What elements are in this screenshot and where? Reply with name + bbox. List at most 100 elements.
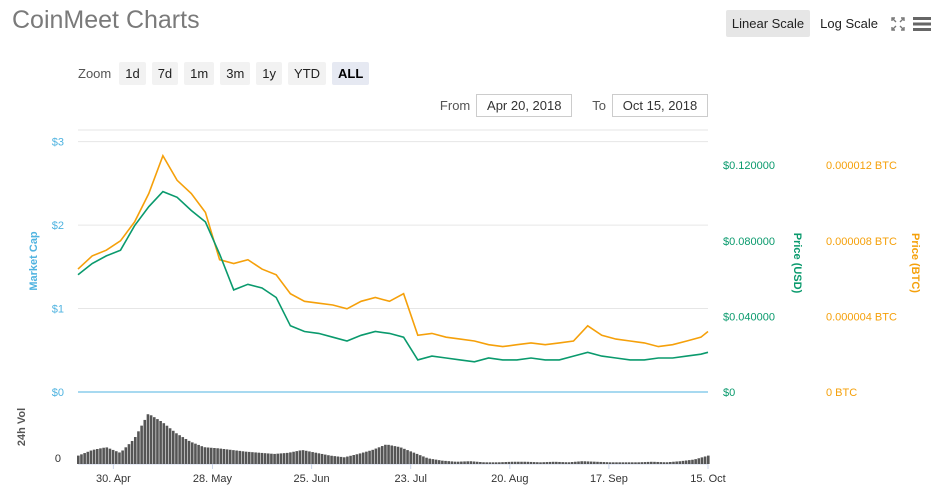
volume-bar <box>323 454 327 464</box>
grid-lines <box>78 129 708 465</box>
volume-bar <box>444 460 447 464</box>
volume-bar <box>86 451 90 464</box>
volume-bar <box>684 460 688 464</box>
volume-bar <box>339 456 343 464</box>
volume-bar <box>118 452 121 464</box>
volume-bar <box>450 461 454 464</box>
zoom-bar: Zoom 1d 7d 1m 3m 1y YTD ALL <box>78 62 370 85</box>
market-cap-tick-label: $3 <box>52 137 64 149</box>
volume-bar <box>634 462 637 464</box>
x-tick-label: 23. Jul <box>394 473 426 485</box>
volume-bar <box>162 423 166 464</box>
x-tick-label: 17. Sep <box>590 473 628 485</box>
from-date-input[interactable]: Apr 20, 2018 <box>476 94 573 117</box>
volume-bar <box>317 453 321 464</box>
volume-bar <box>669 461 672 464</box>
volume-bar <box>602 462 606 464</box>
volume-bar <box>472 461 476 464</box>
volume-bar <box>263 453 267 464</box>
volume-bar <box>320 453 324 464</box>
price-btc-tick-label: 0 BTC <box>826 387 857 399</box>
price-usd-tick-label: $0.080000 <box>723 236 775 248</box>
volume-bar <box>643 462 647 464</box>
volume-bar <box>507 461 511 464</box>
volume-bar <box>697 458 701 464</box>
volume-bar <box>295 451 299 464</box>
volume-bar <box>536 462 539 464</box>
to-date-input[interactable]: Oct 15, 2018 <box>612 94 708 117</box>
volume-bar <box>289 452 292 464</box>
volume-bar <box>149 415 153 464</box>
volume-bar <box>390 445 394 464</box>
from-label: From <box>439 98 471 113</box>
volume-axis-title: 24h Vol <box>16 408 28 446</box>
volume-bar <box>260 452 264 464</box>
zoom-7d-button[interactable]: 7d <box>151 62 179 85</box>
volume-bar <box>203 447 207 464</box>
chart-toolbar: Linear Scale Log Scale <box>725 10 932 37</box>
volume-bar <box>539 462 542 464</box>
volume-bar <box>627 462 631 464</box>
volume-bar <box>586 461 590 464</box>
zoom-3m-button[interactable]: 3m <box>220 62 251 85</box>
x-tick-label: 15. Oct <box>690 473 725 485</box>
volume-bar <box>105 447 109 464</box>
volume-bar <box>434 459 438 464</box>
zoom-ytd-button[interactable]: YTD <box>288 62 327 85</box>
zoom-1m-button[interactable]: 1m <box>184 62 215 85</box>
volume-bar <box>308 451 311 464</box>
volume-bar <box>691 459 694 464</box>
linear-scale-button[interactable]: Linear Scale <box>725 10 811 37</box>
volume-bar <box>77 455 80 464</box>
volume-bar <box>298 450 302 464</box>
volume-bar <box>415 453 419 464</box>
volume-bar <box>418 455 422 464</box>
volume-bar <box>428 458 432 464</box>
volume-bar <box>678 461 682 464</box>
volume-bar <box>276 453 280 464</box>
volume-bar <box>257 452 261 464</box>
volume-bar <box>95 449 99 464</box>
volume-bar <box>175 433 178 464</box>
volume-bar <box>513 461 517 464</box>
volume-bar <box>171 430 175 464</box>
volume-bar <box>282 453 286 464</box>
price-usd-tick-label: $0.120000 <box>723 160 775 172</box>
volume-bar <box>355 454 359 464</box>
volume-bar <box>330 455 333 464</box>
volume-bar <box>707 455 710 464</box>
price-usd-tick-label: $0.040000 <box>723 311 775 323</box>
hamburger-menu-icon[interactable] <box>912 14 932 34</box>
volume-bar <box>133 437 137 464</box>
volume-bar <box>703 456 707 464</box>
zoom-1y-button[interactable]: 1y <box>256 62 283 85</box>
volume-bar <box>656 461 659 464</box>
date-range: From Apr 20, 2018 To Oct 15, 2018 <box>440 94 708 117</box>
volume-bar <box>143 419 147 464</box>
volume-bar <box>190 442 194 464</box>
volume-bar <box>187 440 191 464</box>
axis-labels: $0 $1 $2 $3 $0 $0.040000 $0.080000 $0.120000 0 B… <box>16 137 921 485</box>
volume-bar <box>342 457 346 464</box>
volume-bar <box>89 450 93 464</box>
market-cap-axis-title: Market Cap <box>28 231 40 291</box>
zoom-all-button[interactable]: ALL <box>332 62 370 85</box>
volume-bar <box>219 448 223 464</box>
volume-bar <box>140 425 143 464</box>
volume-bar <box>453 461 457 464</box>
volume-bar <box>377 447 381 464</box>
zoom-1d-button[interactable]: 1d <box>119 62 146 85</box>
log-scale-button[interactable]: Log Scale <box>820 16 878 31</box>
volume-bar <box>165 425 169 464</box>
volume-bar <box>510 461 514 464</box>
volume-bar <box>80 454 83 464</box>
volume-bar <box>504 462 507 464</box>
zoom-label: Zoom <box>78 66 112 81</box>
volume-bar <box>469 461 473 464</box>
volume-bar <box>209 447 213 464</box>
volume-bar <box>646 461 650 464</box>
fullscreen-icon[interactable] <box>888 14 908 34</box>
volume-bar <box>605 462 609 464</box>
volume-bar <box>577 461 580 464</box>
x-tick-label: 25. Jun <box>294 473 330 485</box>
